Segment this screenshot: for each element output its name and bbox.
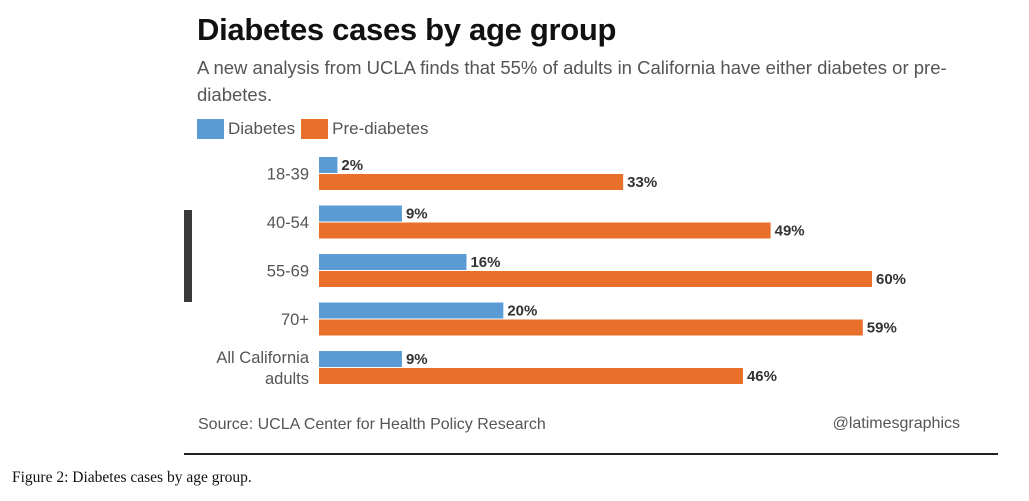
legend: Diabetes Pre-diabetes — [197, 119, 435, 139]
legend-swatch-diabetes — [197, 119, 224, 139]
bar-pre-diabetes — [319, 271, 872, 287]
chart-subtitle: A new analysis from UCLA finds that 55% … — [197, 57, 947, 105]
data-label: 16% — [470, 254, 500, 271]
bar-diabetes — [319, 205, 402, 222]
bar-diabetes — [319, 351, 402, 367]
figure-caption-text: Diabetes cases by age group. — [68, 469, 252, 486]
bar-pre-diabetes — [319, 319, 863, 336]
data-label: 9% — [406, 206, 428, 223]
category-label: 55-69 — [267, 263, 309, 281]
category-label: 70+ — [281, 311, 309, 329]
category-label: 18-39 — [267, 166, 309, 184]
data-label: 33% — [627, 174, 657, 191]
bar-pre-diabetes — [319, 368, 743, 384]
bar-diabetes — [319, 302, 504, 319]
category-label: 40-54 — [267, 214, 309, 232]
category-label: adults — [265, 370, 309, 388]
scrollbar[interactable] — [184, 210, 192, 302]
credit-note: @latimesgraphics — [832, 415, 960, 432]
data-label: 9% — [406, 351, 428, 368]
data-label: 60% — [876, 271, 906, 288]
source-note: Source: UCLA Center for Health Policy Re… — [198, 416, 546, 433]
data-label: 49% — [775, 223, 805, 240]
category-label: All California — [216, 349, 309, 367]
divider — [184, 453, 998, 455]
bar-diabetes — [319, 254, 467, 270]
data-label: 2% — [341, 157, 363, 174]
legend-swatch-prediabetes — [301, 119, 329, 139]
figure-caption: Figure 2: Diabetes cases by age group. — [12, 469, 252, 487]
bar-diabetes — [319, 157, 338, 173]
legend-label-diabetes: Diabetes — [228, 119, 296, 138]
figure-label: Figure 2: — [12, 469, 69, 486]
bar-pre-diabetes — [319, 222, 771, 239]
bar-pre-diabetes — [319, 174, 624, 190]
data-label: 59% — [867, 320, 897, 337]
data-label: 46% — [747, 368, 777, 385]
data-label: 20% — [507, 303, 537, 320]
chart-title: Diabetes cases by age group — [197, 12, 617, 47]
legend-label-prediabetes: Pre-diabetes — [332, 119, 429, 138]
